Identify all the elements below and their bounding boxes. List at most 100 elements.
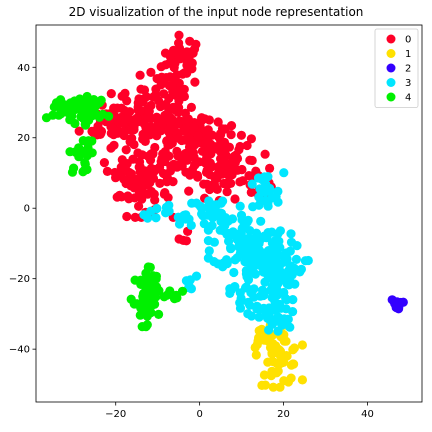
point-series-0 [150,195,160,205]
point-series-3 [238,244,248,254]
point-series-3 [276,303,286,313]
point-series-0 [164,81,174,91]
point-series-1 [289,359,299,369]
point-series-4 [148,272,158,283]
point-series-0 [174,30,184,40]
point-series-0 [112,192,122,202]
point-series-0 [180,68,190,78]
point-series-3 [261,179,271,189]
point-series-0 [135,105,145,116]
point-series-3 [173,212,183,222]
point-series-4 [41,113,52,123]
legend-label-4: 4 [405,93,411,104]
point-series-0 [163,140,173,150]
point-series-4 [87,136,97,146]
point-series-0 [224,142,234,152]
point-series-0 [160,156,170,167]
point-series-0 [151,84,161,94]
point-series-4 [94,98,105,108]
point-series-0 [119,130,129,141]
series-4 [41,91,188,332]
point-series-0 [129,183,139,193]
point-series-3 [229,267,239,278]
point-series-3 [281,294,291,304]
point-series-3 [245,300,255,310]
point-series-2 [398,297,408,307]
point-series-1 [251,350,261,360]
point-series-3 [275,226,285,236]
point-series-0 [168,177,178,187]
point-series-3 [210,206,221,216]
point-series-0 [213,144,223,154]
point-series-0 [152,125,162,135]
point-series-0 [129,139,139,150]
series-2 [387,295,408,314]
point-series-1 [259,370,269,380]
point-series-0 [207,161,217,172]
point-series-0 [205,145,215,155]
point-series-0 [138,134,148,144]
point-series-3 [264,273,274,283]
point-series-3 [255,258,265,268]
point-series-3 [143,213,153,223]
point-series-0 [169,159,179,169]
point-series-0 [112,114,122,124]
point-series-3 [254,192,264,202]
point-series-4 [78,167,88,177]
point-series-3 [209,257,219,267]
point-series-3 [256,304,266,314]
point-series-3 [203,202,213,212]
point-series-0 [146,113,156,123]
point-series-3 [274,273,284,283]
point-series-0 [145,130,155,140]
point-series-3 [253,251,263,261]
point-series-0 [185,170,195,180]
point-series-0 [122,211,132,222]
point-series-3 [263,172,273,182]
point-series-0 [155,178,165,188]
point-series-3 [230,255,240,265]
point-series-3 [203,225,213,235]
point-series-3 [264,325,274,335]
point-series-3 [174,219,185,229]
point-series-0 [117,155,127,165]
point-series-1 [250,342,260,353]
point-series-3 [151,213,161,223]
point-series-0 [146,67,156,77]
point-series-3 [243,233,253,244]
point-series-3 [218,262,228,272]
point-series-1 [282,351,292,361]
legend-label-3: 3 [405,78,411,89]
y-tick-label: −40 [9,345,30,356]
legend-label-2: 2 [405,64,411,75]
series-0 [74,30,276,246]
point-series-0 [143,169,153,180]
point-series-0 [121,145,131,155]
point-series-0 [212,170,223,180]
point-series-0 [161,60,171,70]
point-series-0 [92,130,102,140]
point-series-3 [274,236,284,246]
chart-legend: 0 1 2 3 4 [374,28,419,108]
point-series-0 [145,178,155,188]
x-tick-label: 20 [277,409,290,420]
point-series-3 [235,201,245,211]
point-series-0 [163,193,173,203]
point-series-3 [270,244,280,254]
point-series-3 [288,295,298,305]
point-series-0 [124,194,134,204]
point-series-0 [134,162,144,172]
point-series-4 [78,136,88,146]
point-series-0 [232,153,243,164]
point-series-3 [247,179,257,189]
legend-marker-2 [386,63,396,73]
point-series-0 [190,140,200,150]
point-series-3 [256,216,266,226]
point-series-3 [285,322,295,332]
point-series-0 [165,116,175,127]
point-series-0 [235,177,245,187]
point-series-0 [216,154,226,164]
plot-frame [35,24,423,403]
point-series-0 [173,107,183,117]
